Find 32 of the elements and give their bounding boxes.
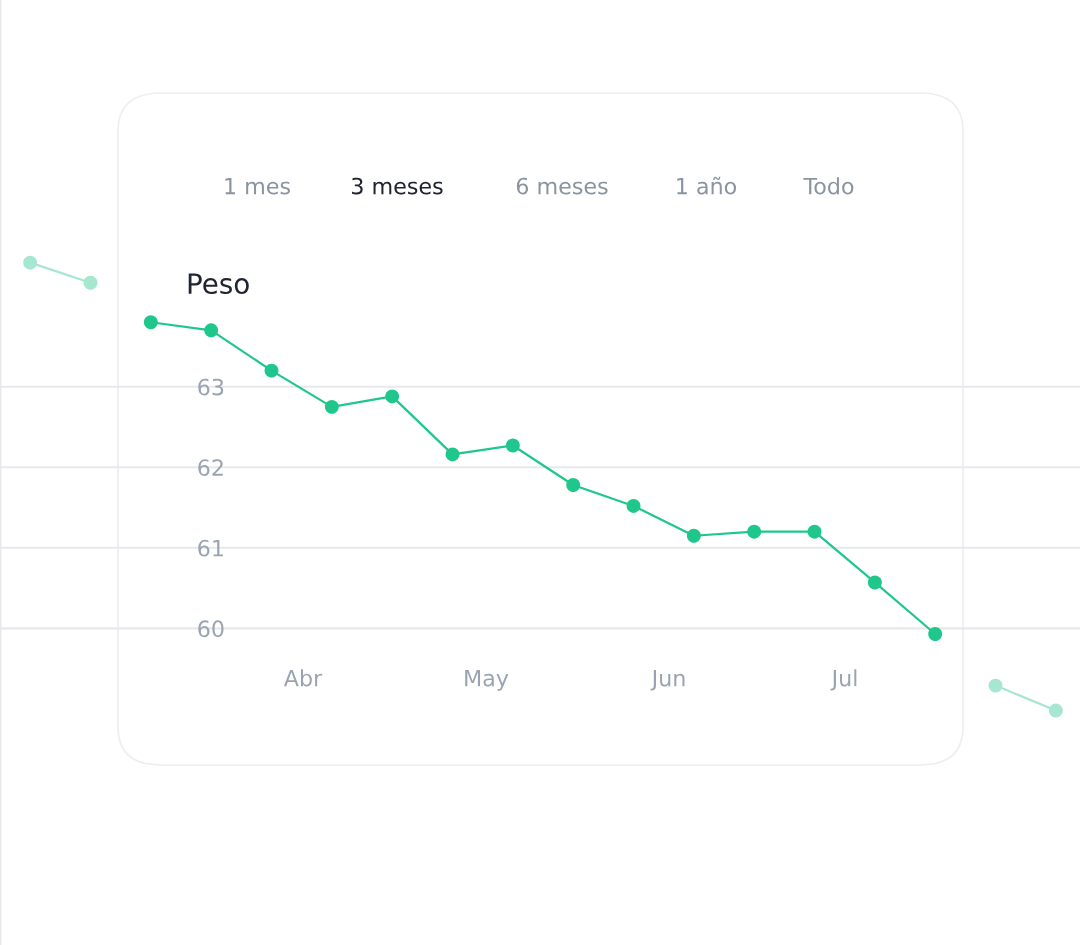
point — [505, 438, 520, 453]
point — [988, 678, 1003, 693]
point — [204, 323, 219, 338]
point — [385, 389, 400, 404]
annotation: 1 mes — [225, 177, 290, 195]
point — [264, 363, 279, 378]
annotation: 6 meses — [516, 177, 608, 195]
y-tick-label: 60 — [198, 620, 224, 638]
point — [626, 498, 641, 513]
y-tick-label: 61 — [198, 539, 223, 557]
point — [928, 627, 943, 641]
annotation: 1 año — [677, 176, 737, 195]
annotation: Jun — [650, 669, 685, 691]
annotation: 3 meses — [352, 177, 443, 195]
point — [445, 447, 460, 462]
point — [324, 399, 339, 414]
annotation: Jul — [830, 669, 857, 691]
point — [867, 575, 882, 590]
point — [143, 315, 158, 330]
annotation: May — [465, 669, 509, 691]
text: Peso — [188, 273, 249, 295]
point — [747, 524, 762, 539]
point — [807, 524, 822, 539]
y-tick-label: 63 — [198, 378, 224, 396]
point — [686, 528, 701, 543]
annotation: Abr — [283, 669, 323, 687]
point — [566, 478, 581, 492]
point — [23, 255, 38, 270]
point — [1048, 703, 1063, 718]
y-tick-label: 62 — [198, 459, 223, 477]
point — [83, 275, 98, 290]
annotation: Todo — [803, 177, 854, 195]
